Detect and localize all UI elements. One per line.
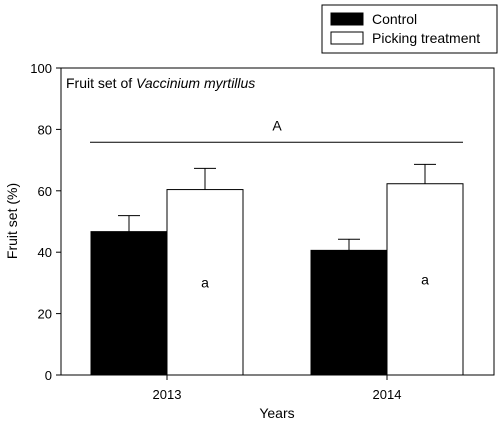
bar-letter: a xyxy=(201,274,209,290)
y-tick-label: 40 xyxy=(38,245,52,260)
legend-label-control: Control xyxy=(372,11,417,27)
chart-title-species: Vaccinium myrtillus xyxy=(136,75,255,91)
legend-swatch-control xyxy=(330,12,364,26)
x-tick-label: 2013 xyxy=(153,387,182,402)
bars: b a b a xyxy=(90,163,464,376)
y-axis-title: Fruit set (%) xyxy=(4,183,20,259)
y-tick-label: 80 xyxy=(38,122,52,137)
bar-letter: a xyxy=(421,271,429,287)
chart-title-prefix: Fruit set of xyxy=(66,75,136,91)
bar-control-2014 xyxy=(310,249,388,376)
chart-title: Fruit set of Vaccinium myrtillus xyxy=(66,75,255,91)
legend-swatch-picking xyxy=(330,31,364,45)
y-tick-label: 100 xyxy=(30,61,52,76)
bar-picking-2013 xyxy=(166,189,244,376)
legend-label-picking: Picking treatment xyxy=(372,30,480,46)
x-axis: 2013 2014 xyxy=(153,375,402,402)
y-tick-label: 60 xyxy=(38,184,52,199)
bar-control-2013 xyxy=(90,231,168,376)
y-axis: 0 20 40 60 80 100 xyxy=(30,61,61,383)
annotation-layer: A xyxy=(90,117,463,143)
plot-frame xyxy=(60,67,495,376)
bar-letter: b xyxy=(125,295,133,311)
y-tick-label: 20 xyxy=(38,307,52,322)
bar-picking-2014 xyxy=(386,183,464,376)
bar-letter: b xyxy=(345,305,353,321)
y-tick-label: 0 xyxy=(45,368,52,383)
group-annotation-label: A xyxy=(272,117,282,133)
x-tick-label: 2014 xyxy=(373,387,402,402)
legend: Control Picking treatment xyxy=(321,4,498,54)
x-axis-title: Years xyxy=(259,405,294,421)
